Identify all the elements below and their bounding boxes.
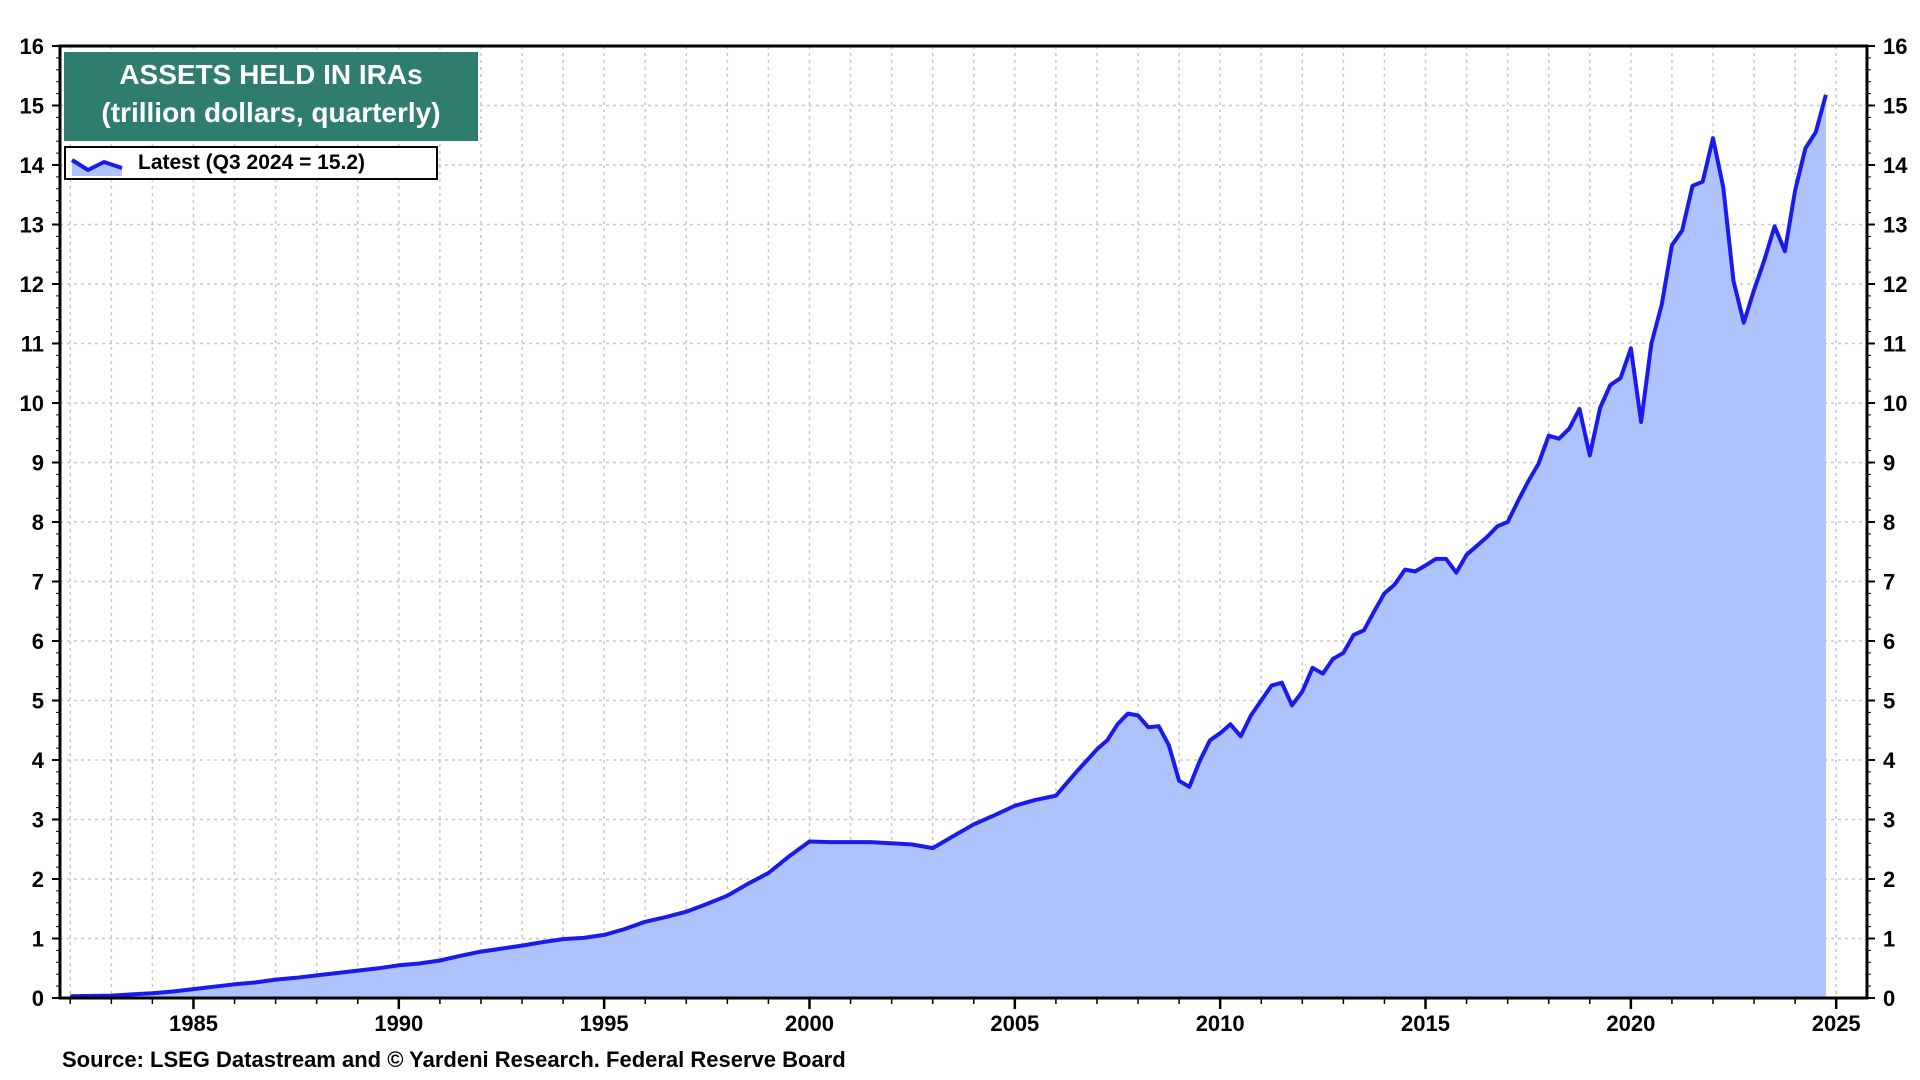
x-tick-label: 2025 xyxy=(1812,1011,1861,1036)
chart-subtitle: (trillion dollars, quarterly) xyxy=(101,97,441,128)
x-tick-label: 1995 xyxy=(580,1011,629,1036)
y-tick-label-right: 0 xyxy=(1883,986,1895,1011)
y-tick-label-right: 3 xyxy=(1883,808,1895,833)
x-tick-label: 2005 xyxy=(990,1011,1039,1036)
source-note: Source: LSEG Datastream and © Yardeni Re… xyxy=(62,1047,846,1072)
y-tick-label-right: 12 xyxy=(1883,272,1907,297)
x-tick-label: 2010 xyxy=(1196,1011,1245,1036)
y-tick-label-left: 2 xyxy=(32,867,44,892)
chart-title-box: ASSETS HELD IN IRAs (trillion dollars, q… xyxy=(64,52,478,141)
y-tick-label-left: 7 xyxy=(32,570,44,595)
chart-title: ASSETS HELD IN IRAs xyxy=(119,59,423,90)
y-tick-label-right: 10 xyxy=(1883,391,1907,416)
y-tick-label-right: 11 xyxy=(1883,332,1906,357)
y-tick-label-left: 6 xyxy=(32,629,44,654)
y-tick-label-left: 16 xyxy=(20,34,44,59)
y-tick-label-left: 12 xyxy=(20,272,44,297)
axis-ticks xyxy=(52,45,1875,1009)
y-tick-label-right: 5 xyxy=(1883,689,1895,714)
legend-swatch-icon xyxy=(70,158,123,176)
y-tick-label-left: 8 xyxy=(32,510,44,535)
y-tick-label-right: 9 xyxy=(1883,451,1895,476)
y-tick-label-left: 5 xyxy=(32,689,44,714)
y-tick-label-left: 0 xyxy=(32,986,44,1011)
y-tick-label-left: 3 xyxy=(32,808,44,833)
y-tick-label-right: 6 xyxy=(1883,629,1895,654)
y-tick-label-left: 9 xyxy=(32,451,44,476)
series-area-fill xyxy=(70,94,1826,999)
x-tick-label: 2020 xyxy=(1606,1011,1655,1036)
x-tick-label: 2000 xyxy=(785,1011,834,1036)
y-tick-label-left: 4 xyxy=(32,748,45,773)
y-tick-label-right: 8 xyxy=(1883,510,1895,535)
x-tick-label: 1990 xyxy=(374,1011,423,1036)
y-tick-label-left: 10 xyxy=(20,391,44,416)
y-tick-label-right: 13 xyxy=(1883,213,1907,238)
legend: Latest (Q3 2024 = 15.2) xyxy=(64,146,438,180)
y-tick-label-right: 2 xyxy=(1883,867,1895,892)
y-tick-label-right: 4 xyxy=(1883,748,1896,773)
y-tick-label-left: 14 xyxy=(20,153,45,178)
y-tick-label-left: 1 xyxy=(32,927,44,952)
y-tick-label-left: 13 xyxy=(20,213,44,238)
y-tick-label-left: 15 xyxy=(20,94,44,119)
y-tick-label-left: 11 xyxy=(21,332,44,357)
y-tick-label-right: 1 xyxy=(1883,927,1895,952)
y-tick-label-right: 7 xyxy=(1883,570,1895,595)
y-tick-label-right: 15 xyxy=(1883,94,1907,119)
x-tick-label: 2015 xyxy=(1401,1011,1450,1036)
y-tick-label-right: 14 xyxy=(1883,153,1908,178)
x-tick-label: 1985 xyxy=(169,1011,218,1036)
y-tick-label-right: 16 xyxy=(1883,34,1907,59)
legend-label: Latest (Q3 2024 = 15.2) xyxy=(138,151,366,174)
series-line xyxy=(70,94,1828,999)
